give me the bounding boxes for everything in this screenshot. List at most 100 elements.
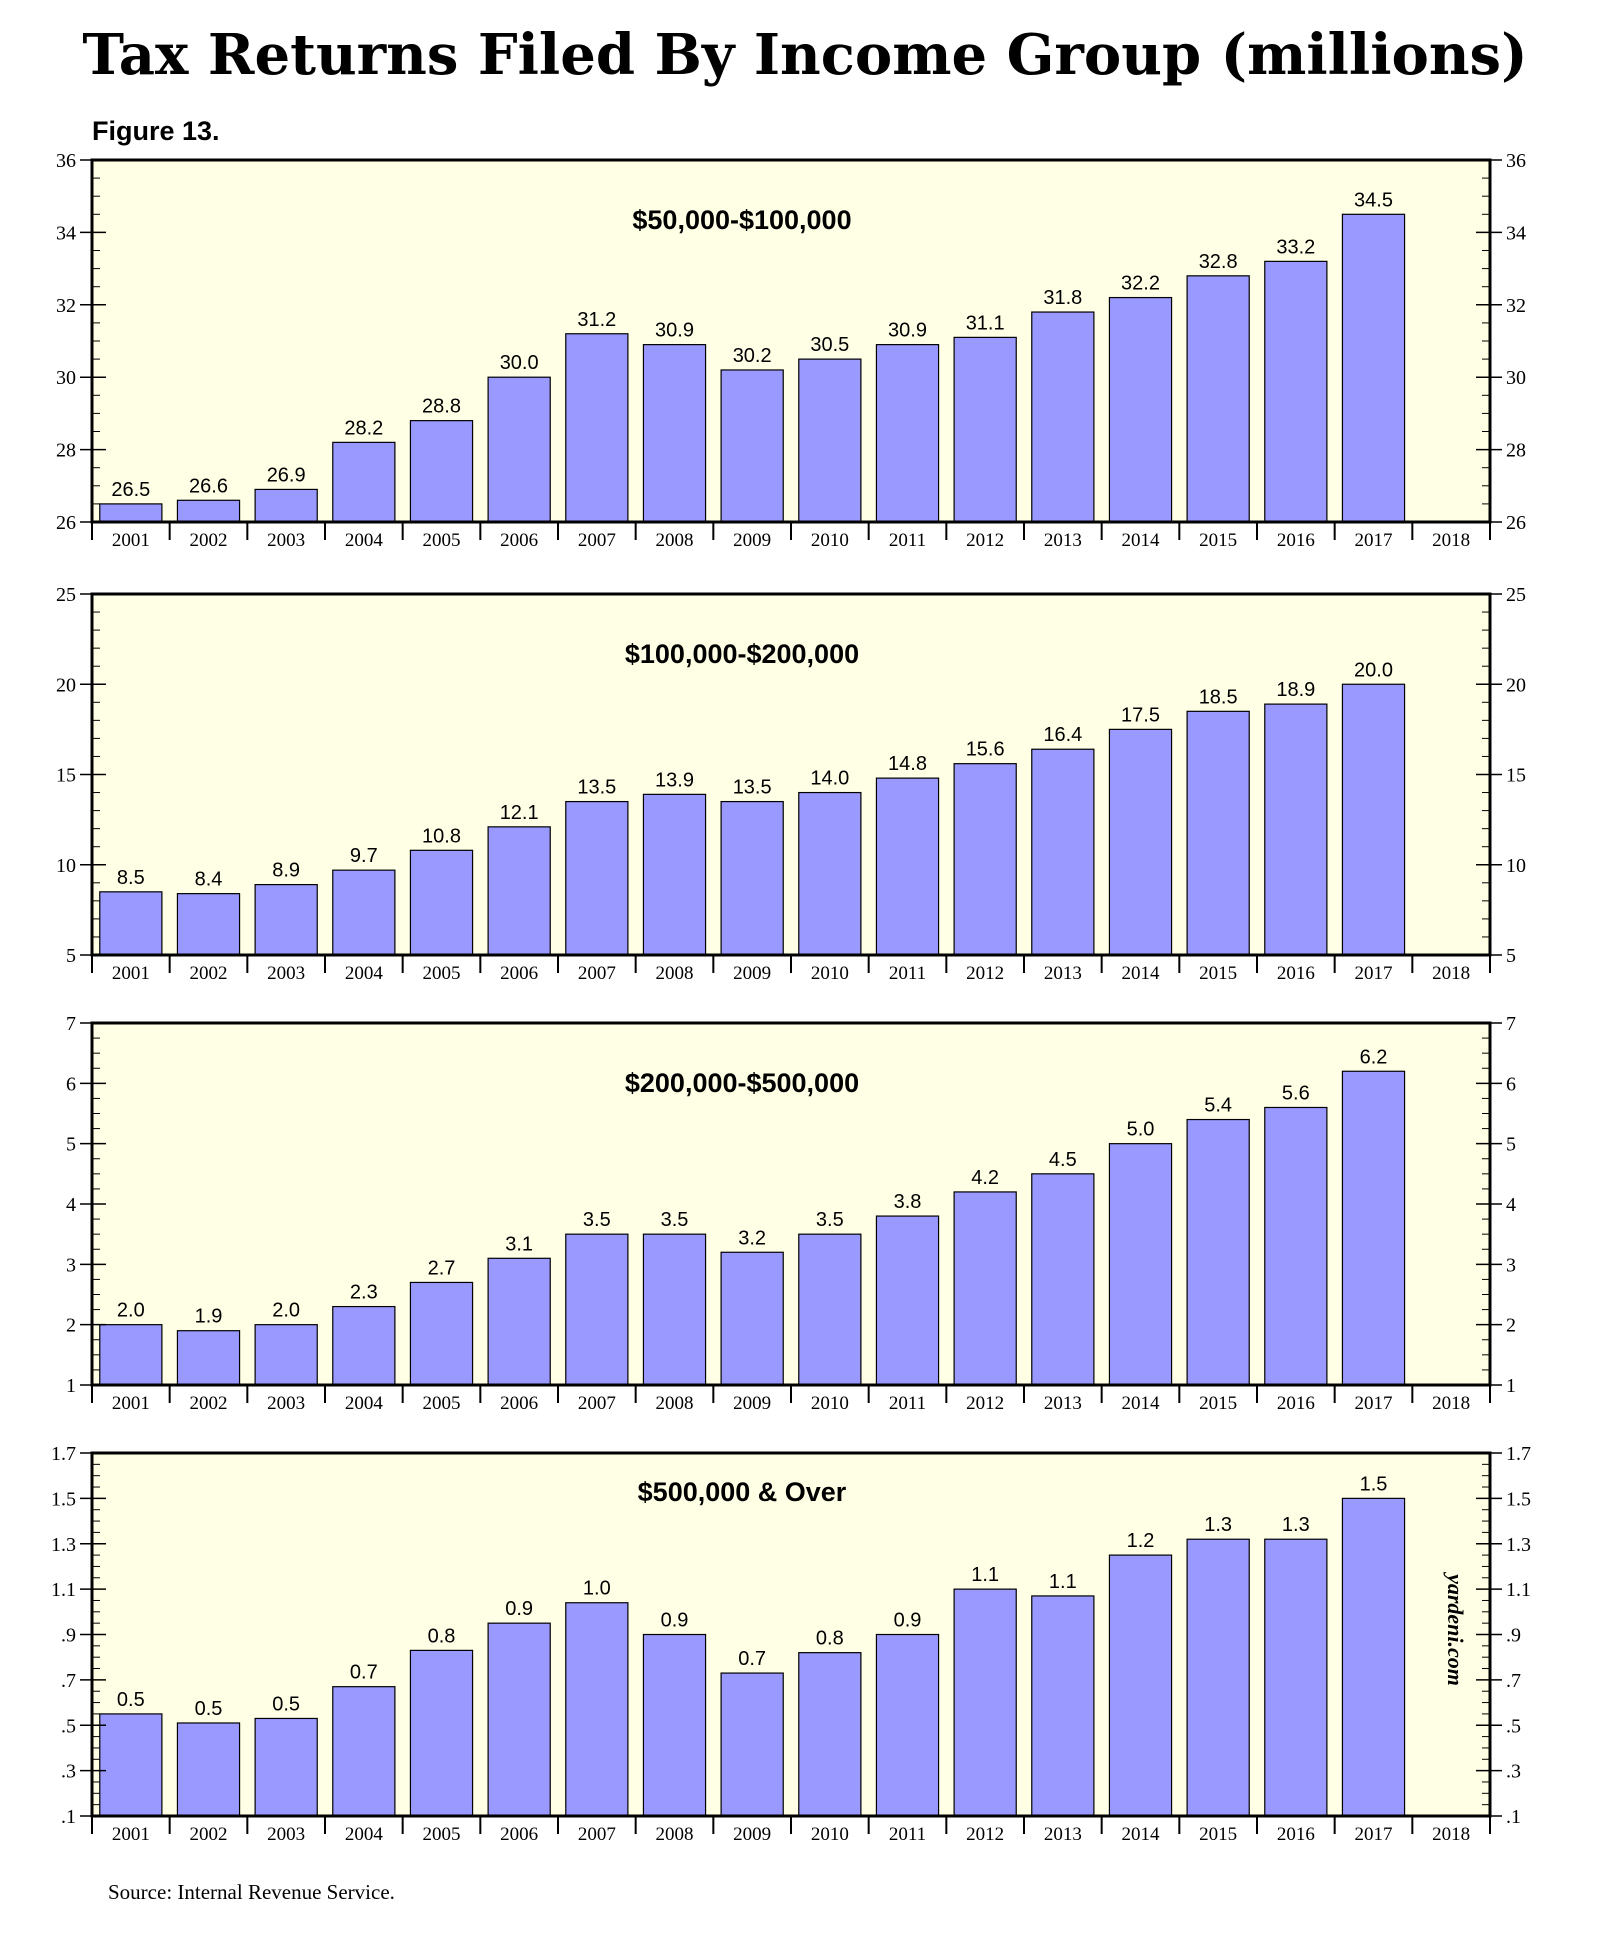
x-tick-label-2011: 2011	[889, 530, 926, 551]
data-label-2007: 31.2	[577, 309, 616, 331]
x-tick-label-2005: 2005	[423, 1824, 461, 1845]
data-label-2001: 0.5	[117, 1689, 145, 1711]
x-tick-label-2013: 2013	[1044, 963, 1082, 984]
bar-2015	[1186, 710, 1250, 956]
y-tick-label-left: 36	[56, 150, 76, 172]
data-label-2004: 9.7	[350, 845, 378, 867]
data-label-2016: 18.9	[1276, 679, 1315, 701]
x-tick-label-2008: 2008	[656, 530, 694, 551]
data-label-2002: 26.6	[189, 475, 228, 497]
bar-2007	[565, 1602, 629, 1817]
data-label-2015: 32.8	[1199, 251, 1238, 273]
bar-2014	[1108, 296, 1173, 523]
panel-title-1: $50,000-$100,000	[632, 205, 851, 235]
data-label-2007: 3.5	[583, 1209, 611, 1231]
data-label-2015: 5.4	[1204, 1095, 1232, 1117]
bar-2016	[1264, 260, 1328, 523]
bar-2013	[1031, 748, 1095, 956]
x-tick-label-2012: 2012	[966, 963, 1004, 984]
x-tick-label-2018: 2018	[1432, 1393, 1470, 1414]
x-tick-label-2004: 2004	[345, 1393, 384, 1414]
data-label-2006: 30.0	[500, 352, 539, 374]
bar-2010	[798, 1233, 862, 1386]
data-label-2009: 30.2	[733, 345, 772, 367]
x-tick-label-2012: 2012	[966, 1824, 1004, 1845]
x-tick-label-2007: 2007	[578, 1824, 616, 1845]
data-label-2008: 30.9	[655, 320, 694, 342]
bar-2013	[1031, 1173, 1095, 1386]
x-tick-label-2010: 2010	[811, 530, 849, 551]
bar-2011	[875, 1215, 940, 1386]
bar-2013	[1031, 1595, 1095, 1817]
data-label-2011: 0.9	[894, 1610, 922, 1632]
data-label-2012: 1.1	[971, 1564, 999, 1586]
data-label-2001: 26.5	[111, 479, 150, 501]
y-tick-label-right: 6	[1506, 1073, 1516, 1095]
y-tick-label-right: 20	[1506, 674, 1526, 696]
bar-2012	[953, 1588, 1017, 1817]
y-tick-label-left: .7	[61, 1670, 76, 1692]
bar-2008	[642, 1233, 707, 1386]
bar-2014	[1108, 1143, 1173, 1386]
data-label-2014: 1.2	[1127, 1530, 1155, 1552]
bar-2005	[409, 1281, 474, 1386]
y-tick-label-left: 1.3	[51, 1534, 76, 1556]
y-tick-label-left: 6	[66, 1073, 76, 1095]
x-tick-label-2014: 2014	[1122, 530, 1161, 551]
x-tick-label-2009: 2009	[733, 963, 771, 984]
data-label-2007: 13.5	[577, 777, 616, 799]
x-tick-label-2006: 2006	[500, 1824, 538, 1845]
bar-2017	[1341, 1497, 1406, 1817]
bar-2017	[1341, 213, 1406, 523]
bar-2006	[487, 376, 551, 523]
panel-background-1	[92, 160, 1490, 522]
bar-2012	[953, 1191, 1017, 1386]
bar-2006	[487, 826, 551, 956]
data-label-2002: 8.4	[195, 869, 223, 891]
data-label-2005: 2.7	[428, 1257, 456, 1279]
data-label-2014: 5.0	[1127, 1119, 1155, 1141]
data-label-2002: 0.5	[195, 1698, 223, 1720]
x-tick-label-2016: 2016	[1277, 530, 1315, 551]
data-label-2017: 6.2	[1360, 1046, 1388, 1068]
x-tick-label-2013: 2013	[1044, 1393, 1082, 1414]
x-tick-label-2006: 2006	[500, 1393, 538, 1414]
bar-2002	[176, 893, 241, 956]
data-label-2013: 4.5	[1049, 1149, 1077, 1171]
data-label-2003: 0.5	[272, 1693, 300, 1715]
bar-2017	[1341, 1070, 1406, 1386]
bar-2008	[642, 344, 707, 523]
x-tick-label-2012: 2012	[966, 530, 1004, 551]
data-label-2016: 33.2	[1276, 236, 1315, 258]
y-tick-label-left: 28	[56, 440, 76, 462]
bar-2009	[720, 800, 784, 956]
bar-2013	[1031, 311, 1095, 523]
y-tick-label-right: .1	[1506, 1806, 1521, 1828]
y-tick-label-left: 5	[66, 1134, 76, 1156]
data-label-2008: 0.9	[661, 1610, 689, 1632]
bar-2005	[409, 849, 474, 956]
x-tick-label-2005: 2005	[423, 963, 461, 984]
bar-2009	[720, 1672, 784, 1817]
bar-2014	[1108, 728, 1173, 956]
bar-2009	[720, 1251, 784, 1386]
y-tick-label-right: 3	[1506, 1254, 1516, 1276]
y-tick-label-left: 5	[66, 945, 76, 967]
data-label-2016: 1.3	[1282, 1514, 1310, 1536]
bar-2006	[487, 1622, 551, 1817]
bar-2004	[332, 441, 396, 523]
bar-2010	[798, 791, 862, 956]
y-tick-label-right: .9	[1506, 1625, 1521, 1647]
data-label-2011: 30.9	[888, 320, 927, 342]
data-label-2014: 32.2	[1121, 273, 1160, 295]
x-tick-label-2013: 2013	[1044, 1824, 1082, 1845]
y-tick-label-left: 1.5	[51, 1488, 76, 1510]
bar-2016	[1264, 1106, 1328, 1386]
x-tick-label-2007: 2007	[578, 1393, 616, 1414]
y-tick-label-right: 5	[1506, 945, 1516, 967]
y-tick-label-right: .5	[1506, 1715, 1521, 1737]
bar-2010	[798, 358, 862, 523]
data-label-2017: 1.5	[1360, 1473, 1388, 1495]
bar-2015	[1186, 1118, 1250, 1386]
